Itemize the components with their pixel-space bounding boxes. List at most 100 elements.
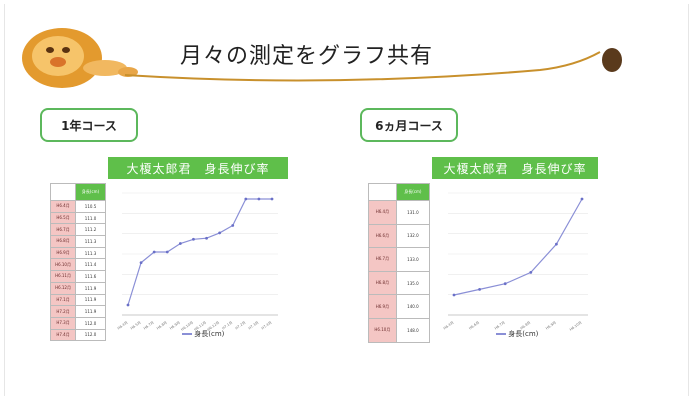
value-cell: 131.0 — [395, 200, 431, 225]
x-tick-label: H6.9月 — [545, 320, 557, 331]
page-title: 月々の測定をグラフ共有 — [180, 44, 434, 69]
x-tick-label: H6.7月 — [493, 320, 505, 331]
month-cell: H7.4月 — [49, 328, 77, 342]
table-header-month — [49, 183, 77, 201]
table-row: H6.5月 111.0 — [49, 211, 106, 225]
value-cell: 112.0 — [75, 328, 106, 342]
value-cell: 135.0 — [395, 270, 431, 296]
table-row: H6.10月 111.4 — [49, 258, 106, 272]
data-point — [205, 236, 208, 240]
value-cell: 111.4 — [75, 258, 106, 272]
value-cell: 111.3 — [75, 246, 106, 260]
legend-label: 身長(cm) — [194, 330, 225, 338]
value-cell: 133.0 — [395, 247, 431, 272]
month-cell: H6.10月 — [368, 317, 397, 343]
month-cell: H6.5月 — [49, 211, 77, 225]
data-point — [152, 250, 156, 254]
x-tick-label: H6.9月 — [168, 320, 180, 331]
x-tick-label: H6.10月 — [568, 320, 582, 332]
data-point — [139, 261, 143, 264]
x-tick-label: H6.4月 — [442, 320, 454, 331]
table-row: H6.8月 135.0 — [368, 270, 431, 296]
line-chart-1: H6.4月 H6.5月 H6.7月 H6.8月 H6.9月 H6.10月 H6.11月 H6.… — [116, 192, 278, 332]
month-cell: H6.4月 — [49, 200, 77, 213]
x-tick-label: H6.4月 — [116, 320, 128, 331]
table-header-value: 身長(cm) — [395, 183, 431, 201]
table-row: H7.3月 112.0 — [49, 316, 106, 330]
month-cell: H7.2月 — [49, 305, 77, 318]
table-row: H6.8月 111.3 — [49, 235, 106, 248]
table-row: H7.4月 112.0 — [49, 328, 106, 342]
table-row: H7.1月 111.9 — [49, 293, 106, 307]
series-line — [453, 198, 583, 296]
legend-swatch — [496, 333, 506, 335]
lion-icon — [22, 28, 138, 88]
month-cell: H6.6月 — [368, 223, 397, 249]
x-tick-label: H6.8月 — [155, 320, 167, 331]
month-cell: H6.12月 — [49, 281, 77, 295]
data-point — [270, 197, 274, 201]
data-point — [452, 293, 456, 297]
x-tick-label: H7.1月 — [221, 320, 233, 331]
table-row: H6.7月 111.2 — [49, 223, 106, 237]
data-point — [126, 303, 130, 307]
month-cell: H7.1月 — [49, 293, 77, 307]
value-cell: 111.9 — [75, 293, 106, 307]
course-6month-label: 6ヵ月コース — [360, 108, 458, 142]
data-point — [478, 287, 481, 291]
value-cell: 111.6 — [75, 270, 106, 283]
course-1year-label: 1年コース — [40, 108, 138, 142]
month-cell: H6.8月 — [49, 235, 77, 248]
series-line — [127, 198, 272, 306]
table-row: H6.7月 133.0 — [368, 247, 431, 272]
chart-legend-2: 身長(cm) — [496, 329, 538, 339]
month-cell: H6.10月 — [49, 258, 77, 272]
table-row: H6.4月 131.0 — [368, 200, 431, 225]
table-row: H6.4月 110.5 — [49, 200, 106, 213]
header-graphic — [22, 28, 622, 88]
line-chart-2: H6.4月 H6.6月 H6.7月 H6.8月 H6.9月 H6.10月 — [442, 192, 588, 332]
measurement-table-1: 身長(cm) H6.4月 110.5 H6.5月 111.0 H6.7月 111.2 H6.… — [49, 183, 106, 342]
x-tick-label: H6.5月 — [129, 320, 141, 331]
chart-area-2: H6.4月 H6.6月 H6.7月 H6.8月 H6.9月 H6.10月 — [432, 183, 598, 343]
value-cell: 140.0 — [395, 294, 431, 319]
table-row: H6.12月 111.9 — [49, 281, 106, 295]
data-point — [165, 250, 169, 254]
data-point — [555, 242, 558, 246]
month-cell: H6.9月 — [49, 246, 77, 260]
value-cell: 111.9 — [75, 305, 106, 318]
month-cell: H7.3月 — [49, 316, 77, 330]
chart-title-1: 大榎太郎君 身長伸び率 — [108, 157, 288, 179]
table-header-value: 身長(cm) — [75, 183, 106, 201]
month-cell: H6.7月 — [49, 223, 77, 237]
value-cell: 110.5 — [75, 200, 106, 213]
month-cell: H6.8月 — [368, 270, 397, 296]
x-tick-label: H6.8月 — [519, 320, 531, 331]
value-cell: 148.0 — [395, 317, 431, 343]
table-row: H6.9月 140.0 — [368, 294, 431, 319]
legend-label: 身長(cm) — [508, 330, 539, 338]
month-cell: H6.7月 — [368, 247, 397, 272]
table-row: H6.6月 132.0 — [368, 223, 431, 249]
legend-swatch — [182, 333, 192, 335]
x-tick-label: H6.6月 — [468, 320, 480, 331]
data-point — [178, 242, 182, 245]
month-cell: H6.4月 — [368, 200, 397, 225]
value-cell: 132.0 — [395, 223, 431, 249]
data-point — [580, 197, 584, 201]
x-tick-label: H7.2月 — [234, 320, 246, 331]
x-tick-label: H7.3月 — [247, 320, 259, 331]
data-point — [529, 271, 533, 274]
chart-title-2: 大榎太郎君 身長伸び率 — [432, 157, 598, 179]
data-point — [218, 231, 222, 235]
x-tick-label: H6.7月 — [142, 320, 154, 331]
measurement-table-2: 身長(cm) H6.4月 131.0 H6.6月 132.0 H6.7月 133.0 H6.… — [368, 183, 431, 343]
month-cell: H6.9月 — [368, 294, 397, 319]
data-point — [244, 197, 248, 201]
data-point — [192, 237, 195, 241]
value-cell: 112.0 — [75, 316, 106, 330]
value-cell: 111.3 — [75, 235, 106, 248]
month-cell: H6.11月 — [49, 270, 77, 283]
header: 月々の測定をグラフ共有 — [0, 0, 695, 100]
data-point — [257, 197, 261, 201]
